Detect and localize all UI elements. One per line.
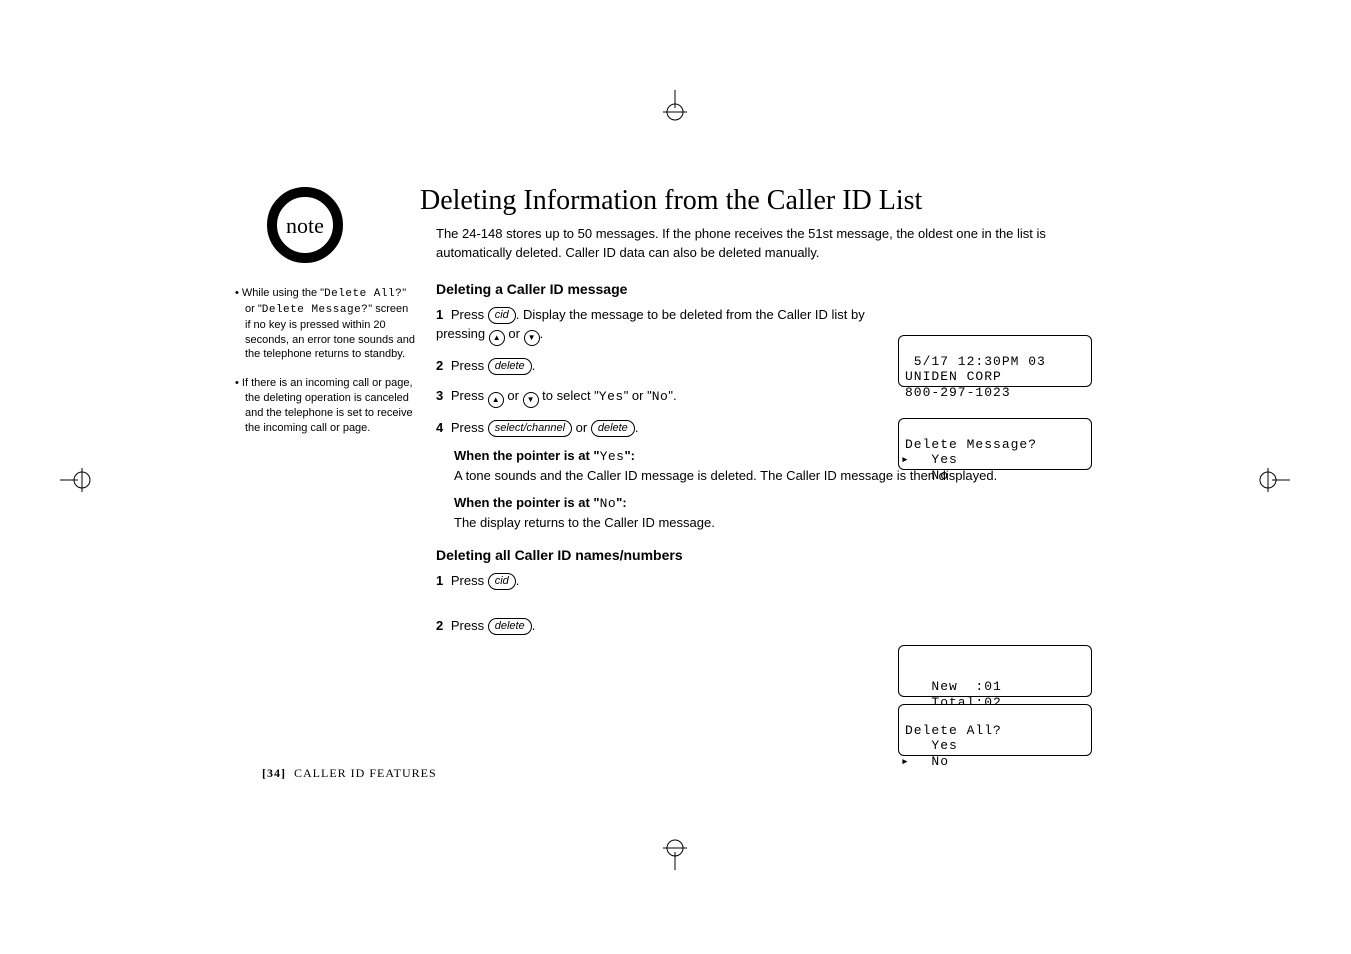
- page-title: Deleting Information from the Caller ID …: [420, 185, 1100, 217]
- down-key-icon: ▼: [523, 392, 539, 408]
- lcd-screen-1: 5/17 12:30PM 03 UNIDEN CORP 800-297-1023: [898, 335, 1092, 387]
- step-a2-pre: Press: [451, 358, 488, 373]
- step-b1-end: .: [516, 573, 520, 588]
- step-a4-or: or: [572, 420, 591, 435]
- lcd3-line2: New :01: [905, 679, 1002, 694]
- step-a2: 2 Press delete.: [436, 356, 866, 376]
- section-a-heading: Deleting a Caller ID message: [436, 281, 1100, 297]
- intro-text: The 24-148 stores up to 50 messages. If …: [436, 225, 1076, 263]
- step-a1-or: or: [508, 326, 520, 341]
- note-icon: note: [265, 185, 345, 265]
- crop-mark-bottom: [655, 830, 695, 870]
- step-a3-mid1: or: [507, 388, 519, 403]
- side-notes: • While using the "Delete All?" or "Dele…: [235, 286, 415, 450]
- step-num: 2: [436, 618, 443, 633]
- section-b-heading: Deleting all Caller ID names/numbers: [436, 547, 1100, 563]
- step-a1-end: .: [540, 326, 544, 341]
- pointer-yes-mono: Yes: [600, 449, 625, 464]
- cid-key-icon: cid: [488, 307, 516, 324]
- step-a1-pre: Press: [451, 307, 488, 322]
- up-key-icon: ▲: [489, 330, 505, 346]
- side-note-1: • While using the "Delete All?" or "Dele…: [235, 286, 415, 362]
- step-a3: 3 Press ▲ or ▼ to select "Yes" or "No".: [436, 386, 866, 408]
- step-a3-yes: Yes: [599, 389, 624, 404]
- lcd4-line3: ▸ No: [905, 754, 949, 769]
- page-footer: [34] CALLER ID FEATURES: [262, 766, 437, 781]
- crop-mark-top: [655, 90, 695, 130]
- footer-section: CALLER ID FEATURES: [294, 766, 437, 780]
- lcd4-line2: Yes: [905, 738, 958, 753]
- step-a3-mid3: " or ": [624, 388, 652, 403]
- step-b2: 2 Press delete.: [436, 616, 866, 636]
- step-a1: 1 Press cid. Display the message to be d…: [436, 305, 866, 347]
- lcd4-line1: Delete All?: [905, 723, 1002, 738]
- step-b1-pre: Press: [451, 573, 488, 588]
- crop-mark-right: [1250, 460, 1290, 500]
- lcd-screen-3: New :01 Total:02: [898, 645, 1092, 697]
- note1-mono1: Delete All?: [324, 288, 402, 300]
- step-a4-end: .: [635, 420, 639, 435]
- step-num: 2: [436, 358, 443, 373]
- step-a2-end: .: [532, 358, 536, 373]
- step-a4: 4 Press select/channel or delete.: [436, 418, 866, 438]
- pointer-no-mono: No: [600, 496, 617, 511]
- step-b2-end: .: [532, 618, 536, 633]
- main-content: Deleting Information from the Caller ID …: [420, 185, 1100, 646]
- step-a4-pre: Press: [451, 420, 488, 435]
- note1-pre: • While using the ": [235, 287, 324, 299]
- side-note-2: • If there is an incoming call or page, …: [235, 376, 415, 435]
- lcd1-line2: UNIDEN CORP: [905, 369, 1002, 384]
- up-key-icon: ▲: [488, 392, 504, 408]
- lcd2-line3: No: [905, 468, 949, 483]
- note1-mono2: Delete Message?: [262, 304, 369, 316]
- pointer-no-body: The display returns to the Caller ID mes…: [454, 515, 715, 530]
- lcd1-line3: 800-297-1023: [905, 385, 1011, 400]
- crop-mark-left: [60, 460, 100, 500]
- select-channel-key-icon: select/channel: [488, 420, 572, 437]
- lcd1-line1: 5/17 12:30PM 03: [905, 354, 1046, 369]
- down-key-icon: ▼: [524, 330, 540, 346]
- pointer-no-pre: When the pointer is at ": [454, 495, 600, 510]
- pointer-no-block: When the pointer is at "No": The display…: [454, 494, 1074, 533]
- step-num: 1: [436, 573, 443, 588]
- delete-key-icon: delete: [488, 358, 532, 375]
- lcd2-line2: ▸ Yes: [905, 452, 958, 467]
- step-num: 3: [436, 388, 443, 403]
- lcd2-line1: Delete Message?: [905, 437, 1037, 452]
- step-b2-pre: Press: [451, 618, 488, 633]
- pointer-yes-post: ":: [624, 448, 635, 463]
- pointer-yes-pre: When the pointer is at ": [454, 448, 600, 463]
- delete-key-icon: delete: [591, 420, 635, 437]
- step-a3-no: No: [652, 389, 669, 404]
- step-b1: 1 Press cid.: [436, 571, 866, 591]
- step-a3-pre: Press: [451, 388, 484, 403]
- cid-key-icon: cid: [488, 573, 516, 590]
- pointer-no-post: ":: [616, 495, 627, 510]
- lcd-screen-4: Delete All? Yes ▸ No: [898, 704, 1092, 756]
- footer-page-num: [34]: [262, 766, 286, 780]
- step-num: 4: [436, 420, 443, 435]
- delete-key-icon: delete: [488, 618, 532, 635]
- svg-text:note: note: [286, 213, 324, 238]
- lcd-screen-2: Delete Message? ▸ Yes No: [898, 418, 1092, 470]
- step-a3-end: ".: [668, 388, 676, 403]
- step-a3-mid2: to select ": [542, 388, 599, 403]
- step-num: 1: [436, 307, 443, 322]
